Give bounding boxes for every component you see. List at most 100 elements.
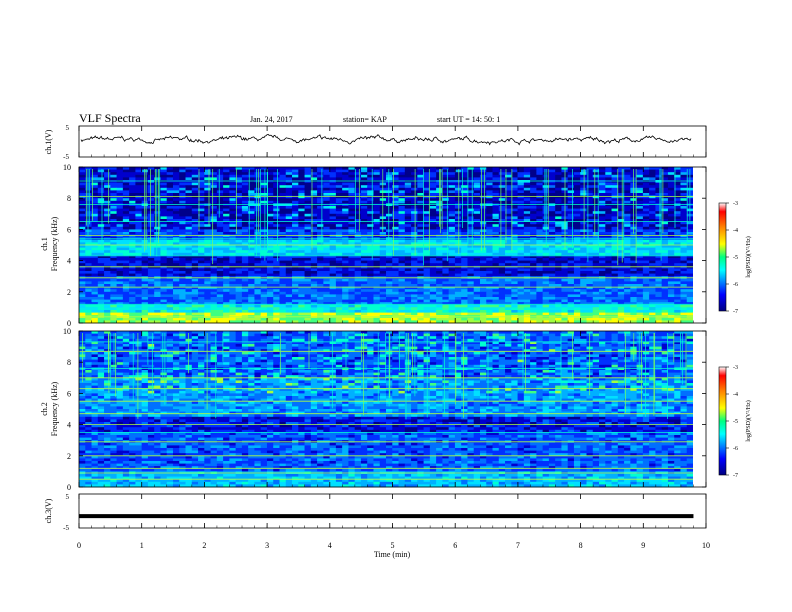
- spectrogram-cell: [266, 229, 274, 233]
- spectrogram-cell: [229, 211, 237, 215]
- spectrogram-cell: [172, 284, 180, 287]
- spectrogram-cell: [116, 219, 124, 222]
- spectrogram-cell: [580, 190, 587, 194]
- spectrogram-cell: [254, 180, 262, 183]
- spectrogram-cell: [573, 169, 581, 173]
- spectrogram-cell: [548, 291, 556, 295]
- spectrogram-cell: [417, 252, 424, 256]
- spectrogram-cell: [223, 200, 230, 204]
- spectrogram-cell: [417, 187, 424, 191]
- spectrogram-cell: [505, 193, 512, 196]
- spectrogram-cell: [592, 177, 600, 181]
- spectrogram-cell: [223, 273, 230, 277]
- spectrogram-cell: [548, 182, 556, 186]
- spectrogram-cell: [147, 258, 155, 261]
- spectrogram-cell: [298, 245, 305, 248]
- spectrogram-cell: [411, 221, 418, 225]
- spectrogram-cell: [548, 193, 556, 196]
- spectrogram-cell: [555, 289, 562, 293]
- spectrogram-cell: [292, 200, 299, 204]
- spectrogram-cell: [423, 193, 431, 196]
- spectrogram-cell: [304, 278, 312, 282]
- spectrogram-cell: [661, 273, 669, 277]
- spectrogram-cell: [624, 203, 631, 207]
- spectrogram-cell: [229, 289, 237, 293]
- spectrogram-cell: [624, 206, 631, 209]
- spectrogram-cell: [260, 239, 268, 243]
- spectrogram-cell: [147, 234, 155, 238]
- spectrogram-cell: [467, 182, 475, 186]
- spectrogram-cell: [404, 284, 412, 287]
- spectrogram-cell: [179, 193, 186, 196]
- spectrogram-cell: [241, 221, 249, 225]
- spectrogram-cell: [348, 195, 356, 199]
- spectrogram-cell: [479, 224, 487, 228]
- spectrogram-cell: [304, 250, 312, 254]
- spectrogram-cell: [279, 284, 287, 287]
- spectrogram-cell: [147, 252, 155, 256]
- spectrogram-cell: [523, 239, 531, 243]
- spectrogram-cell: [129, 216, 136, 220]
- spectrogram-cell: [304, 174, 312, 178]
- spectrogram-cell: [179, 213, 186, 217]
- spectrogram-cell: [204, 182, 211, 186]
- spectrogram-cell: [248, 229, 255, 233]
- spectrogram-cell: [216, 297, 224, 300]
- spectrogram-cell: [586, 281, 594, 285]
- spectrogram-cell: [486, 247, 493, 251]
- spectrogram-cell: [160, 226, 168, 230]
- spectrogram-cell: [191, 226, 199, 230]
- spectrogram-cell: [292, 281, 299, 285]
- spectrogram-cell: [404, 297, 412, 300]
- spectrogram-cell: [260, 180, 268, 183]
- spectrogram-cell: [661, 167, 669, 170]
- spectrogram-cell: [580, 281, 587, 285]
- spectrogram-cell: [655, 195, 663, 199]
- spectrogram-cell: [530, 242, 537, 246]
- spectrogram-cell: [454, 198, 462, 202]
- spectrogram-cell: [185, 208, 193, 212]
- spectrogram-cell: [223, 219, 230, 222]
- spectrogram-cell: [323, 195, 331, 199]
- spectrogram-cell: [317, 216, 324, 220]
- spectrogram-cell: [599, 193, 606, 196]
- spectrogram-cell: [567, 297, 575, 300]
- spectrogram-cell: [85, 200, 92, 204]
- spectrogram-cell: [505, 271, 512, 274]
- spectrogram-cell: [548, 216, 556, 220]
- spectrogram-cell: [116, 200, 124, 204]
- spectrogram-cell: [154, 260, 161, 264]
- spectrogram-cell: [360, 291, 368, 295]
- spectrogram-cell: [404, 195, 412, 199]
- spectrogram-cell: [592, 291, 600, 295]
- spectrogram-cell: [323, 206, 331, 209]
- spectrogram-cell: [517, 247, 525, 251]
- spectrogram-cell: [279, 239, 287, 243]
- spectrogram-cell: [342, 169, 349, 173]
- spectrogram-cell: [191, 258, 199, 261]
- spectrogram-cell: [172, 247, 180, 251]
- spectrogram-cell: [592, 258, 600, 261]
- spectrogram-cell: [304, 200, 312, 204]
- spectrogram-cell: [448, 221, 456, 225]
- spectrogram-cell: [147, 268, 155, 272]
- spectrogram-cell: [429, 213, 437, 217]
- spectrogram-cell: [486, 187, 493, 191]
- spectrogram-cell: [279, 245, 287, 248]
- spectrogram-cell: [185, 180, 193, 183]
- spectrogram-cell: [530, 195, 537, 199]
- spectrogram-cell: [260, 260, 268, 264]
- spectrogram-cell: [185, 198, 193, 202]
- spectrogram-cell: [442, 242, 450, 246]
- spectrogram-cell: [254, 193, 262, 196]
- spectrogram-cell: [204, 206, 211, 209]
- spectrogram-cell: [248, 200, 255, 204]
- spectrogram-cell: [599, 265, 606, 269]
- spectrogram-cell: [317, 273, 324, 277]
- spectrogram-cell: [292, 206, 299, 209]
- spectrogram-cell: [91, 247, 99, 251]
- spectrogram-cell: [567, 177, 575, 181]
- spectrogram-cell: [191, 169, 199, 173]
- spectrogram-cell: [498, 211, 506, 215]
